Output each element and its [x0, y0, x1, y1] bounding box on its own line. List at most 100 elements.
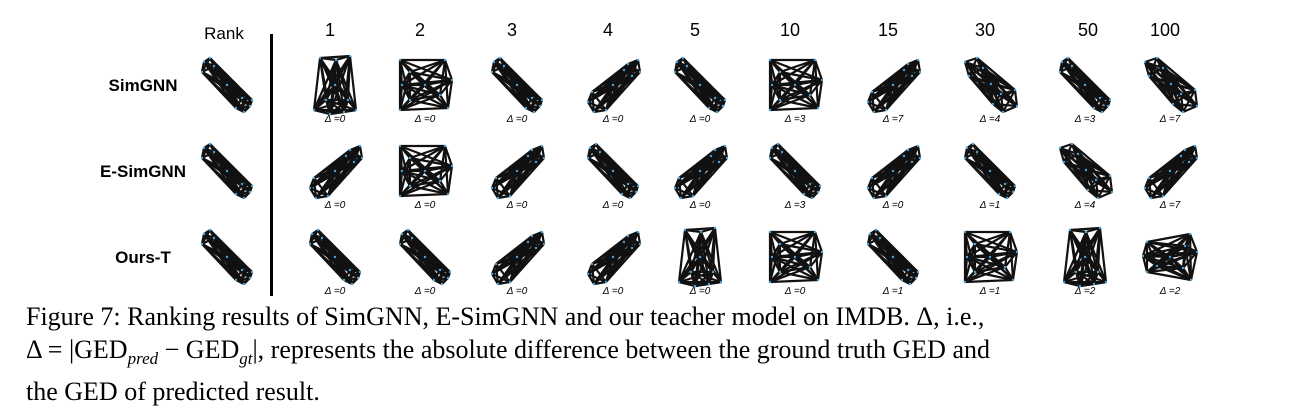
graph-node [808, 182, 812, 186]
graph-node [590, 262, 594, 266]
result-graph-r1-c10 [1135, 50, 1205, 120]
graph-node [358, 144, 362, 148]
graph-node [1096, 196, 1100, 200]
graph-node [1083, 83, 1087, 87]
graph-edge [813, 231, 820, 281]
graph-node [200, 242, 204, 246]
graph-edge [509, 161, 537, 197]
graph-node [1015, 250, 1019, 254]
graph-edge [713, 227, 723, 283]
graph-edge [794, 256, 811, 268]
graph-node [981, 66, 985, 70]
graph-node [1011, 190, 1015, 194]
graph-edge [399, 229, 409, 245]
graph-edge [769, 157, 805, 195]
result-graph-r1-c2 [390, 50, 460, 120]
graph-edge [243, 185, 253, 199]
delta-label: Δ =4 [1074, 200, 1096, 211]
graph-node [967, 74, 971, 78]
graph-node [778, 270, 782, 274]
graph-node [586, 156, 590, 160]
graph-edge [226, 84, 253, 101]
graph-edge [892, 256, 919, 273]
graph-edge [964, 151, 978, 159]
graph-edge [910, 145, 920, 163]
graph-edge [1147, 177, 1153, 199]
graph-edge [982, 67, 1016, 91]
graph-edge [964, 278, 1014, 284]
graph-edge [201, 157, 237, 195]
graph-node [1145, 270, 1149, 274]
graph-edge [439, 79, 453, 96]
graph-node [1094, 178, 1098, 182]
graph-node [622, 240, 626, 244]
graph-edge [708, 99, 726, 109]
graph-node [918, 70, 922, 74]
graph-edge [235, 185, 253, 195]
graph-node [534, 246, 538, 250]
graph-node [594, 142, 598, 146]
result-graph-r3-c3 [482, 222, 552, 292]
graph-edge [892, 75, 913, 86]
graph-edge [1189, 251, 1199, 281]
graph-edge [710, 154, 728, 160]
graph-edge [699, 84, 726, 101]
graph-node [202, 232, 206, 236]
col-header-15: 15 [877, 20, 899, 40]
graph-edge [516, 241, 529, 258]
graph-edge [1169, 245, 1186, 258]
graph-node [225, 83, 229, 87]
graph-node [352, 160, 356, 164]
graph-edge [1075, 256, 1086, 273]
graph-edge [1077, 153, 1111, 177]
graph-node [592, 110, 596, 114]
graph-edge [1181, 245, 1187, 269]
graph-node [1060, 60, 1064, 64]
graph-edge [399, 192, 449, 198]
graph-node [916, 144, 920, 148]
graph-edge [446, 165, 454, 195]
graph-edge [424, 59, 446, 86]
graph-edge [235, 271, 253, 281]
graph-edge [201, 229, 211, 245]
graph-node [1168, 169, 1172, 173]
graph-edge [630, 231, 640, 249]
graph-node [348, 148, 352, 152]
graph-edge [630, 59, 640, 77]
graph-edge [989, 170, 1016, 187]
graph-edge [621, 185, 639, 195]
graph-edge [225, 256, 238, 281]
graph-node [202, 146, 206, 150]
graph-edge [1097, 271, 1107, 283]
delta-label: Δ =4 [979, 114, 1001, 125]
graph-edge [793, 170, 806, 195]
graph-node [963, 280, 967, 284]
result-graph-r1-c3 [482, 50, 552, 120]
graph-node [250, 184, 254, 188]
graph-edge [201, 243, 237, 281]
graph-edge [527, 145, 543, 157]
graph-edge [399, 237, 413, 245]
caption-formula-c: |, represents the absolute difference be… [252, 335, 990, 364]
graph-edge [398, 157, 412, 197]
graph-edge [674, 65, 688, 73]
graph-node [620, 192, 624, 196]
graph-node [891, 83, 895, 87]
graph-edge [885, 75, 913, 111]
graph-node [884, 194, 888, 198]
graph-edge [439, 94, 449, 109]
graph-node [1058, 70, 1062, 74]
graph-node [408, 156, 412, 160]
graph-node [240, 96, 244, 100]
graph-edge [587, 151, 601, 159]
col-header-3: 3 [506, 20, 517, 40]
graph-node [870, 90, 874, 94]
result-graph-r1-c7 [858, 50, 928, 120]
graph-edge [313, 155, 347, 179]
graph-edge [968, 67, 984, 77]
graph-node [200, 156, 204, 160]
graph-edge [769, 151, 783, 159]
graph-node [715, 110, 719, 114]
graph-node [526, 240, 530, 244]
graph-node [1149, 196, 1153, 200]
